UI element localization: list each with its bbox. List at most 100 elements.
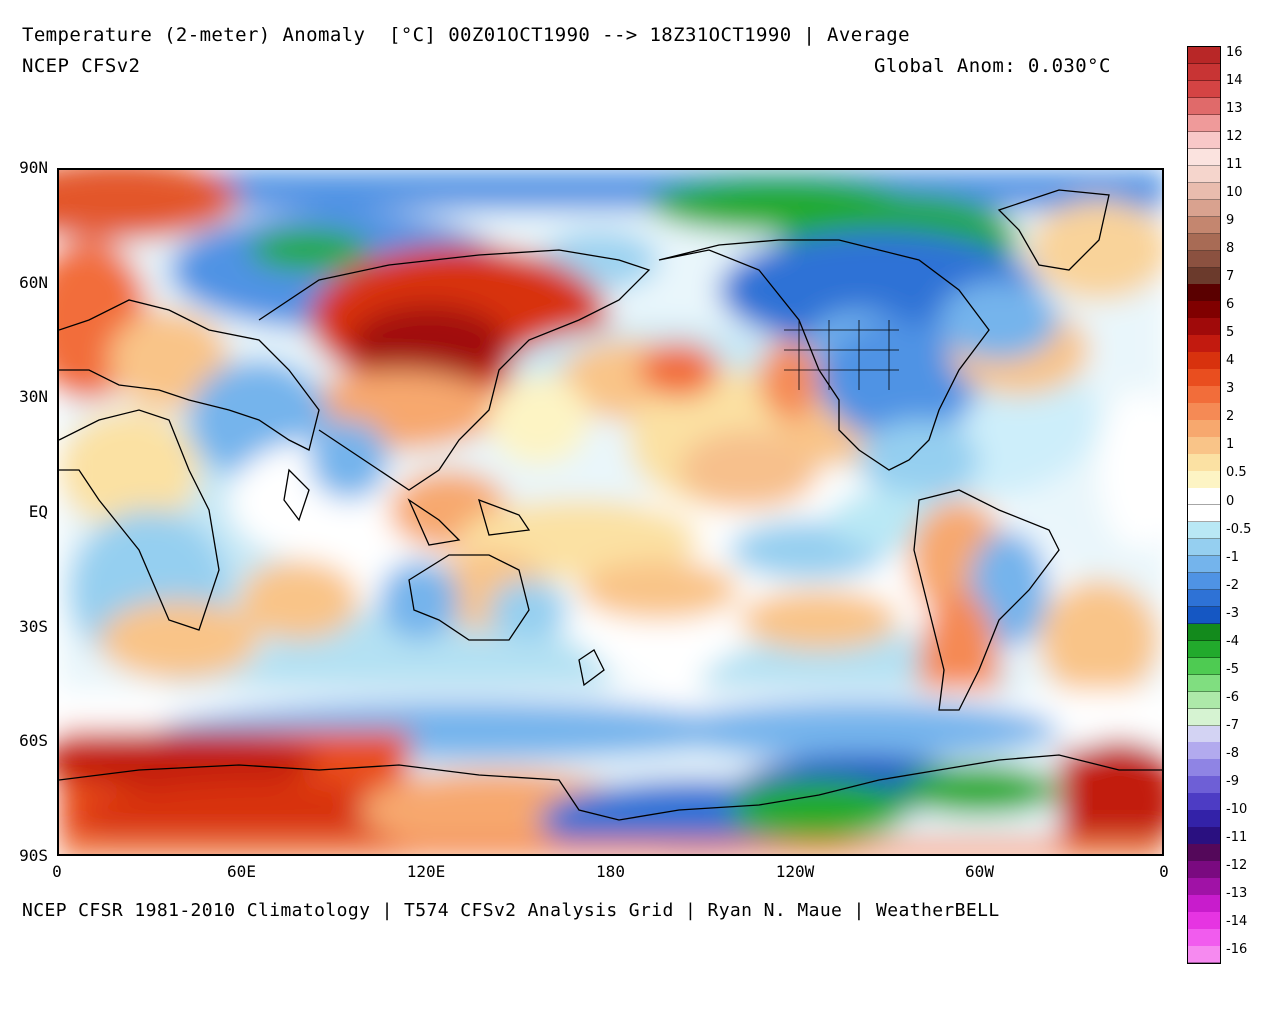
- colorbar-tick-label: -8: [1226, 745, 1239, 761]
- colorbar-tick-label: 16: [1226, 45, 1243, 60]
- colorbar-swatch: [1188, 114, 1220, 133]
- colorbar-tick-label: 13: [1226, 101, 1243, 117]
- colorbar-swatch: [1188, 572, 1220, 591]
- colorbar-swatch: [1188, 335, 1220, 353]
- colorbar-swatch: [1188, 131, 1220, 150]
- credits-footer: NCEP CFSR 1981-2010 Climatology | T574 C…: [22, 900, 1000, 921]
- colorbar-tick-label: -4: [1226, 633, 1239, 649]
- colorbar-tick-label: -0.5: [1226, 521, 1252, 537]
- longitude-label: 60W: [965, 862, 994, 881]
- colorbar-swatch: [1188, 80, 1220, 99]
- colorbar-tick-label: 3: [1226, 381, 1235, 397]
- colorbar-swatch: [1188, 233, 1220, 252]
- colorbar-tick-label: -12: [1226, 857, 1248, 873]
- colorbar-swatch: [1188, 691, 1220, 710]
- colorbar-tick-label: 10: [1226, 185, 1243, 201]
- colorbar-tick-label: 2: [1226, 409, 1235, 425]
- colorbar-swatch: [1188, 708, 1220, 726]
- colorbar-swatch: [1188, 521, 1220, 540]
- colorbar-swatch: [1188, 352, 1220, 370]
- colorbar-swatch: [1188, 505, 1220, 523]
- colorbar-tick-label: 8: [1226, 241, 1235, 257]
- colorbar-tick-label: -13: [1226, 885, 1248, 901]
- colorbar-swatch: [1188, 454, 1220, 472]
- colorbar-swatch: [1188, 538, 1220, 557]
- colorbar-swatch: [1188, 386, 1220, 404]
- colorbar-tick-label: 7: [1226, 269, 1235, 285]
- colorbar-swatch: [1188, 555, 1220, 574]
- map-title: Temperature (2-meter) Anomaly [°C] 00Z01…: [22, 24, 910, 46]
- colorbar-tick-label: -9: [1226, 773, 1239, 789]
- colorbar-swatch: [1188, 199, 1220, 218]
- colorbar-swatch: [1188, 216, 1220, 235]
- colorbar-tick-label: -2: [1226, 577, 1239, 593]
- colorbar-tick-label: -3: [1226, 605, 1239, 621]
- map-canvas: [59, 170, 1162, 854]
- colorbar-swatch: [1188, 929, 1220, 947]
- colorbar-swatch: [1188, 674, 1220, 693]
- colorbar-swatch: [1188, 420, 1220, 438]
- colorbar-swatch: [1188, 97, 1220, 116]
- latitude-label: 90N: [19, 158, 48, 177]
- colorbar-swatch: [1188, 403, 1220, 421]
- colorbar-swatch: [1188, 793, 1220, 811]
- anomaly-field: [59, 170, 1162, 854]
- colorbar: [1187, 46, 1221, 964]
- colorbar-tick-label: 1: [1226, 437, 1235, 453]
- model-name: NCEP CFSv2: [22, 55, 141, 77]
- colorbar-swatch: [1188, 437, 1220, 455]
- colorbar-swatch: [1188, 369, 1220, 387]
- colorbar-swatch: [1188, 810, 1220, 828]
- colorbar-tick-label: -11: [1226, 829, 1248, 845]
- colorbar-tick-label: 12: [1226, 129, 1243, 145]
- colorbar-swatch: [1188, 776, 1220, 794]
- colorbar-tick-label: -16: [1226, 942, 1248, 957]
- latitude-label: EQ: [28, 502, 48, 521]
- colorbar-swatch: [1188, 318, 1220, 336]
- colorbar-tick-label: 11: [1226, 157, 1243, 173]
- colorbar-swatch: [1188, 284, 1220, 302]
- colorbar-swatch: [1188, 912, 1220, 930]
- colorbar-swatch: [1188, 759, 1220, 777]
- longitude-label: 0: [52, 862, 62, 881]
- colorbar-swatch: [1188, 640, 1220, 659]
- longitude-label: 180: [596, 862, 625, 881]
- colorbar-tick-label: 5: [1226, 325, 1235, 341]
- colorbar-swatch: [1188, 182, 1220, 201]
- colorbar-swatch: [1188, 148, 1220, 167]
- colorbar-swatch: [1188, 623, 1220, 642]
- longitude-label: 0: [1159, 862, 1169, 881]
- colorbar-swatch: [1188, 725, 1220, 743]
- colorbar-swatch: [1188, 63, 1220, 82]
- latitude-label: 60N: [19, 272, 48, 292]
- colorbar-tick-label: -10: [1226, 801, 1248, 817]
- colorbar-swatch: [1188, 267, 1220, 285]
- colorbar-tick-label: -6: [1226, 689, 1239, 705]
- latitude-label: 60S: [19, 731, 48, 751]
- colorbar-tick-label: -5: [1226, 661, 1239, 677]
- latitude-label: 30S: [19, 616, 48, 636]
- colorbar-swatch: [1188, 946, 1220, 964]
- colorbar-swatch: [1188, 250, 1220, 268]
- colorbar-swatch: [1188, 861, 1220, 879]
- colorbar-swatch: [1188, 471, 1220, 489]
- longitude-label: 120E: [406, 862, 446, 881]
- colorbar-tick-label: 4: [1226, 353, 1235, 369]
- colorbar-tick-label: -1: [1226, 549, 1239, 565]
- colorbar-swatch: [1188, 844, 1220, 862]
- longitude-label: 60E: [227, 862, 256, 881]
- latitude-label: 30N: [19, 387, 48, 407]
- colorbar-swatch: [1188, 878, 1220, 896]
- colorbar-swatch: [1188, 606, 1220, 625]
- longitude-label: 120W: [775, 862, 815, 881]
- colorbar-swatch: [1188, 895, 1220, 913]
- colorbar-tick-label: 6: [1226, 297, 1235, 313]
- anomaly-map: [57, 168, 1164, 856]
- colorbar-swatch: [1188, 827, 1220, 845]
- colorbar-tick-label: -14: [1226, 913, 1248, 929]
- colorbar-tick-label: 14: [1226, 73, 1243, 89]
- colorbar-swatch: [1188, 657, 1220, 676]
- colorbar-swatch: [1188, 301, 1220, 319]
- colorbar-swatch: [1188, 165, 1220, 184]
- colorbar-tick-label: 0: [1226, 493, 1235, 509]
